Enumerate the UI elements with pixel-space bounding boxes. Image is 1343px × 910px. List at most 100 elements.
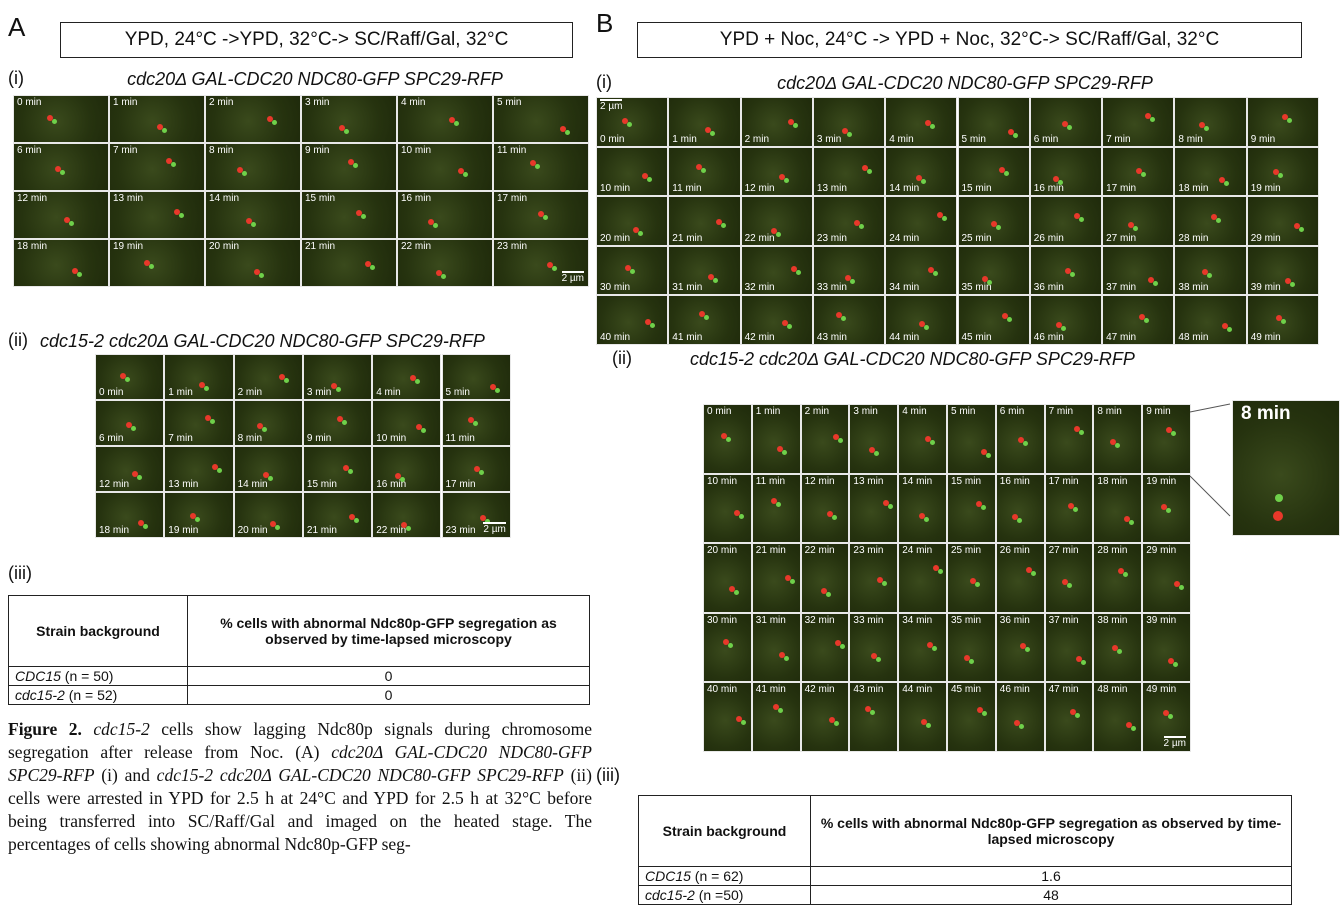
frame: 6 min: [95, 400, 164, 446]
frame: 0 min: [13, 95, 109, 143]
frame-label: 5 min: [497, 97, 521, 108]
frame: 25 min: [947, 543, 996, 613]
frame: 21 min: [668, 196, 740, 246]
green-spot: [847, 132, 852, 137]
frame-label: 7 min: [168, 433, 192, 444]
frame-label: 0 min: [600, 134, 624, 145]
frame: 27 min: [1045, 543, 1094, 613]
frame-label: 42 min: [805, 684, 835, 695]
frame: 46 min: [1030, 295, 1102, 345]
frame-label: 18 min: [1178, 183, 1208, 194]
caption-text: cdc15-2 cdc20Δ GAL-CDC20 NDC80-GFP SPC29…: [157, 765, 564, 785]
frame: 3 min: [303, 354, 372, 400]
green-spot: [441, 274, 446, 279]
frame-label: 48 min: [1178, 332, 1208, 343]
frame-label: 26 min: [1000, 545, 1030, 556]
frame: 22 min: [801, 543, 850, 613]
scale-bar: 2 µm: [562, 271, 584, 284]
frame: 2 min: [801, 404, 850, 474]
frame-label: 43 min: [853, 684, 883, 695]
frame: 7 min: [1102, 97, 1174, 147]
frame: 2 min: [741, 97, 813, 147]
frame: 40 min: [703, 682, 752, 752]
frame-label: 22 min: [805, 545, 835, 556]
green-spot: [1017, 518, 1022, 523]
green-spot: [1173, 662, 1178, 667]
frame: 27 min: [1102, 196, 1174, 246]
green-spot: [741, 720, 746, 725]
frame-label: 4 min: [401, 97, 425, 108]
frame-label: 29 min: [1146, 545, 1176, 556]
frame: 47 min: [1045, 682, 1094, 752]
value-cell: 48: [811, 886, 1292, 905]
frame: 24 min: [898, 543, 947, 613]
frame-label: 31 min: [756, 615, 786, 626]
caption-label: Figure 2.: [8, 719, 82, 739]
frame: 41 min: [752, 682, 801, 752]
frame: 39 min: [1142, 613, 1191, 683]
green-spot: [932, 646, 937, 651]
frame: 1 min: [668, 97, 740, 147]
green-spot: [1168, 714, 1173, 719]
strain-cell: CDC15 (n = 62): [639, 867, 811, 886]
data-table: Strain background% cells with abnormal N…: [8, 595, 590, 705]
frame-label: 24 min: [889, 233, 919, 244]
frame-label: 7 min: [1049, 406, 1073, 417]
frame: 26 min: [1030, 196, 1102, 246]
green-spot: [1129, 520, 1134, 525]
frame: 7 min: [1045, 404, 1094, 474]
green-spot: [996, 225, 1001, 230]
green-spot: [353, 163, 358, 168]
frame-label: 36 min: [1034, 282, 1064, 293]
frame-label: 32 min: [745, 282, 775, 293]
frame-label: 13 min: [853, 476, 883, 487]
frame: 37 min: [1045, 613, 1094, 683]
green-spot: [195, 517, 200, 522]
frame: 35 min: [947, 613, 996, 683]
green-spot: [1216, 218, 1221, 223]
frame: 10 min: [372, 400, 441, 446]
frame: 14 min: [898, 474, 947, 544]
frame: 9 min: [301, 143, 397, 191]
frame: 3 min: [849, 404, 898, 474]
green-spot: [565, 130, 570, 135]
green-spot: [782, 450, 787, 455]
frame: 18 min: [1093, 474, 1142, 544]
frame: 18 min: [1174, 147, 1246, 197]
green-spot: [336, 387, 341, 392]
sample-size: (n =50): [695, 887, 744, 903]
frame-label: 8 min: [1097, 406, 1121, 417]
green-spot: [137, 475, 142, 480]
header-cell: Strain background: [9, 596, 188, 667]
frame-label: 1 min: [756, 406, 780, 417]
frame-label: 25 min: [962, 233, 992, 244]
genotype: cdc20Δ GAL-CDC20 NDC80-GFP SPC29-RFP: [680, 73, 1250, 94]
frame: 1 min: [164, 354, 233, 400]
frame: 22 min: [372, 492, 441, 538]
green-spot: [728, 643, 733, 648]
frame: 12 min: [801, 474, 850, 544]
frame-label: 12 min: [805, 476, 835, 487]
frame-label: 28 min: [1097, 545, 1127, 556]
frame: 16 min: [372, 446, 441, 492]
green-spot: [721, 223, 726, 228]
frame-label: 8 min: [238, 433, 262, 444]
green-spot: [1299, 227, 1304, 232]
green-spot: [552, 266, 557, 271]
frame-label: 2 min: [745, 134, 769, 145]
frame-label: 39 min: [1251, 282, 1281, 293]
green-spot: [787, 324, 792, 329]
green-spot: [1075, 713, 1080, 718]
frame-label: 9 min: [1251, 134, 1275, 145]
frame: 20 min: [596, 196, 668, 246]
frame: 44 min: [898, 682, 947, 752]
caption-text: (i) and: [95, 765, 157, 785]
frame-label: 36 min: [1000, 615, 1030, 626]
green-spot: [930, 124, 935, 129]
condition-box: YPD + Noc, 24°C -> YPD + Noc, 32°C-> SC/…: [637, 22, 1302, 58]
green-spot: [834, 721, 839, 726]
frame-label: 30 min: [600, 282, 630, 293]
frame: 32 min: [741, 246, 813, 296]
frame: 49 min2 µm: [1142, 682, 1191, 752]
sub-label: (iii): [596, 765, 620, 786]
